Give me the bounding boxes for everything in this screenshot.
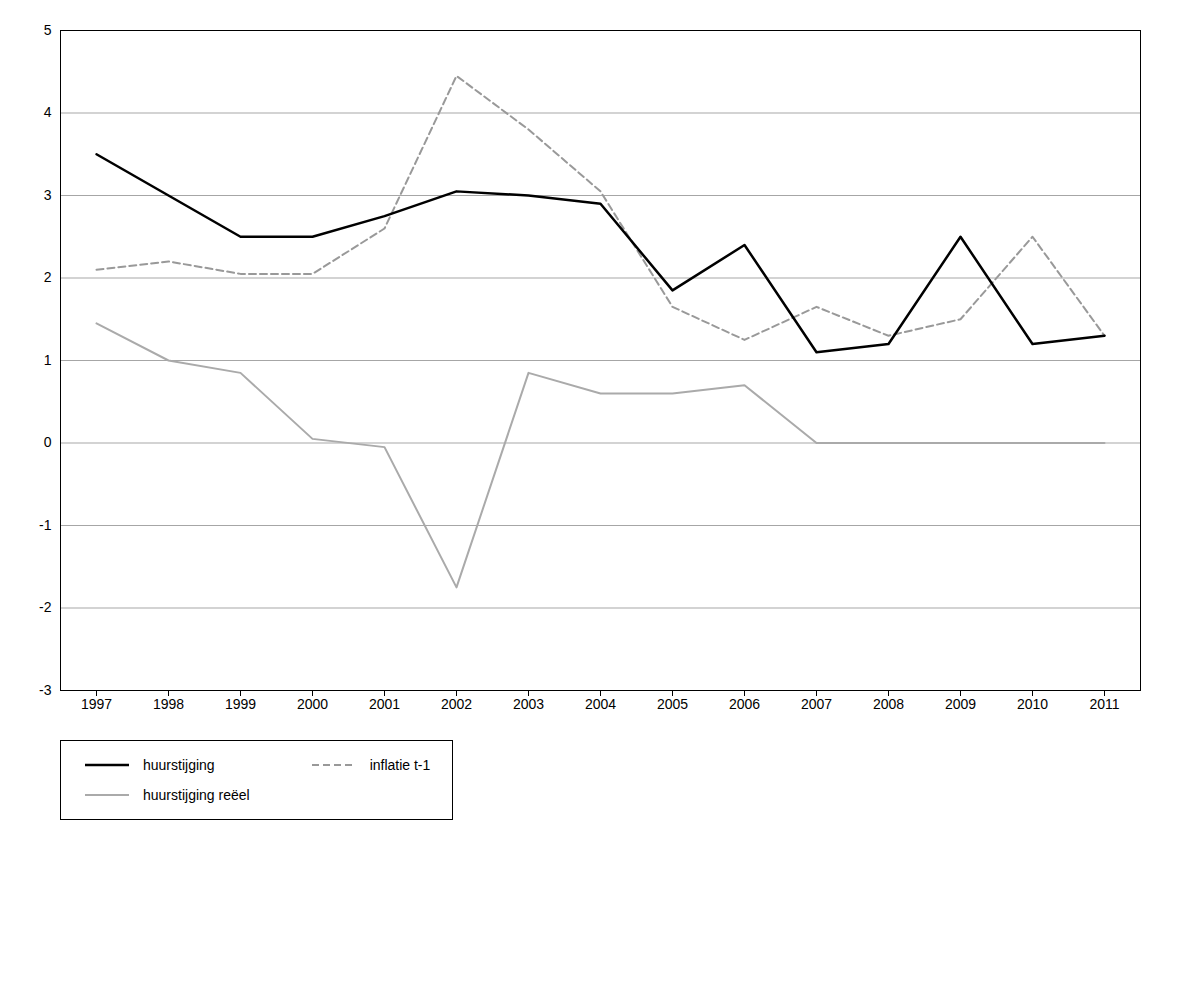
svg-text:0: 0 xyxy=(44,434,52,450)
svg-text:1998: 1998 xyxy=(153,696,184,712)
svg-text:4: 4 xyxy=(44,104,52,120)
svg-text:2011: 2011 xyxy=(1089,696,1119,712)
svg-text:2005: 2005 xyxy=(657,696,688,712)
svg-text:2004: 2004 xyxy=(585,696,616,712)
svg-text:2009: 2009 xyxy=(945,696,976,712)
svg-text:2007: 2007 xyxy=(801,696,832,712)
svg-text:2010: 2010 xyxy=(1017,696,1048,712)
svg-text:-1: -1 xyxy=(39,517,52,533)
svg-text:-3: -3 xyxy=(39,682,52,698)
svg-text:1999: 1999 xyxy=(225,696,256,712)
svg-text:2003: 2003 xyxy=(513,696,544,712)
html-text:inflatie t-1: inflatie t-1 xyxy=(369,757,431,773)
svg-text:2008: 2008 xyxy=(873,696,904,712)
svg-text:2000: 2000 xyxy=(297,696,328,712)
html-text:huurstijging: huurstijging xyxy=(143,757,215,773)
svg-text:2: 2 xyxy=(44,269,52,285)
svg-text:-2: -2 xyxy=(39,599,52,615)
svg-text:1997: 1997 xyxy=(81,696,112,712)
svg-text:3: 3 xyxy=(44,187,52,203)
svg-text:1: 1 xyxy=(44,352,52,368)
svg-text:2001: 2001 xyxy=(369,696,400,712)
svg-text:5: 5 xyxy=(44,22,52,38)
html-text:huurstijging reëel: huurstijging reëel xyxy=(143,787,250,803)
svg-text:2002: 2002 xyxy=(441,696,472,712)
svg-text:2006: 2006 xyxy=(729,696,760,712)
